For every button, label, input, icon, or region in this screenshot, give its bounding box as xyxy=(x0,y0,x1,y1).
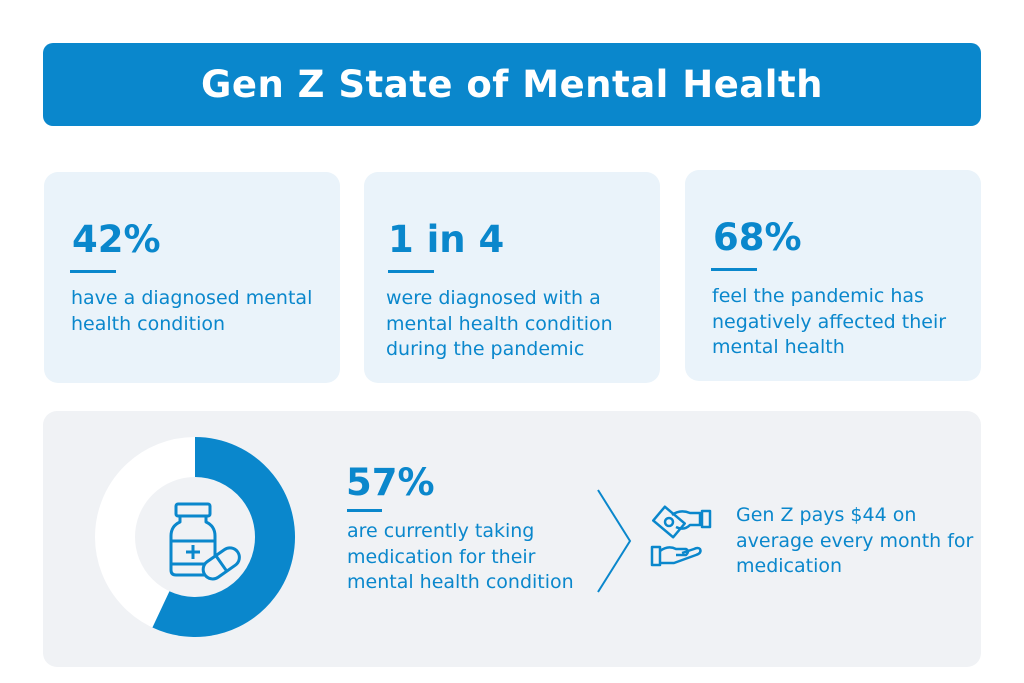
divider xyxy=(347,509,382,512)
stat-value: 1 in 4 xyxy=(388,218,505,261)
divider xyxy=(388,270,434,273)
medication-description: are currently taking medication for thei… xyxy=(347,520,574,593)
divider xyxy=(711,268,757,271)
stat-value: 68% xyxy=(713,216,802,259)
stat-card-pandemic-effect: 68% feel the pandemic has negatively aff… xyxy=(685,170,981,381)
cost-description: Gen Z pays $44 on average every month fo… xyxy=(736,504,974,577)
stat-value: 42% xyxy=(72,218,161,261)
page-title: Gen Z State of Mental Health xyxy=(201,63,823,106)
divider xyxy=(70,270,116,273)
stat-description: were diagnosed with a mental health cond… xyxy=(386,287,613,360)
stat-card-pandemic-diagnosed: 1 in 4 were diagnosed with a mental heal… xyxy=(364,172,660,383)
title-banner: Gen Z State of Mental Health xyxy=(43,43,981,126)
donut-value-arc xyxy=(152,437,295,637)
medication-donut-chart xyxy=(95,437,295,637)
stat-description: have a diagnosed mental health condition xyxy=(71,287,313,335)
chevron-right-icon xyxy=(597,489,632,593)
medication-stat-value: 57% xyxy=(346,461,435,504)
medicine-bottle-pill-icon xyxy=(169,502,241,581)
stat-description: feel the pandemic has negatively affecte… xyxy=(712,285,947,358)
stat-card-diagnosed: 42% have a diagnosed mental health condi… xyxy=(44,172,340,383)
hand-giving-money-icon xyxy=(650,505,712,567)
